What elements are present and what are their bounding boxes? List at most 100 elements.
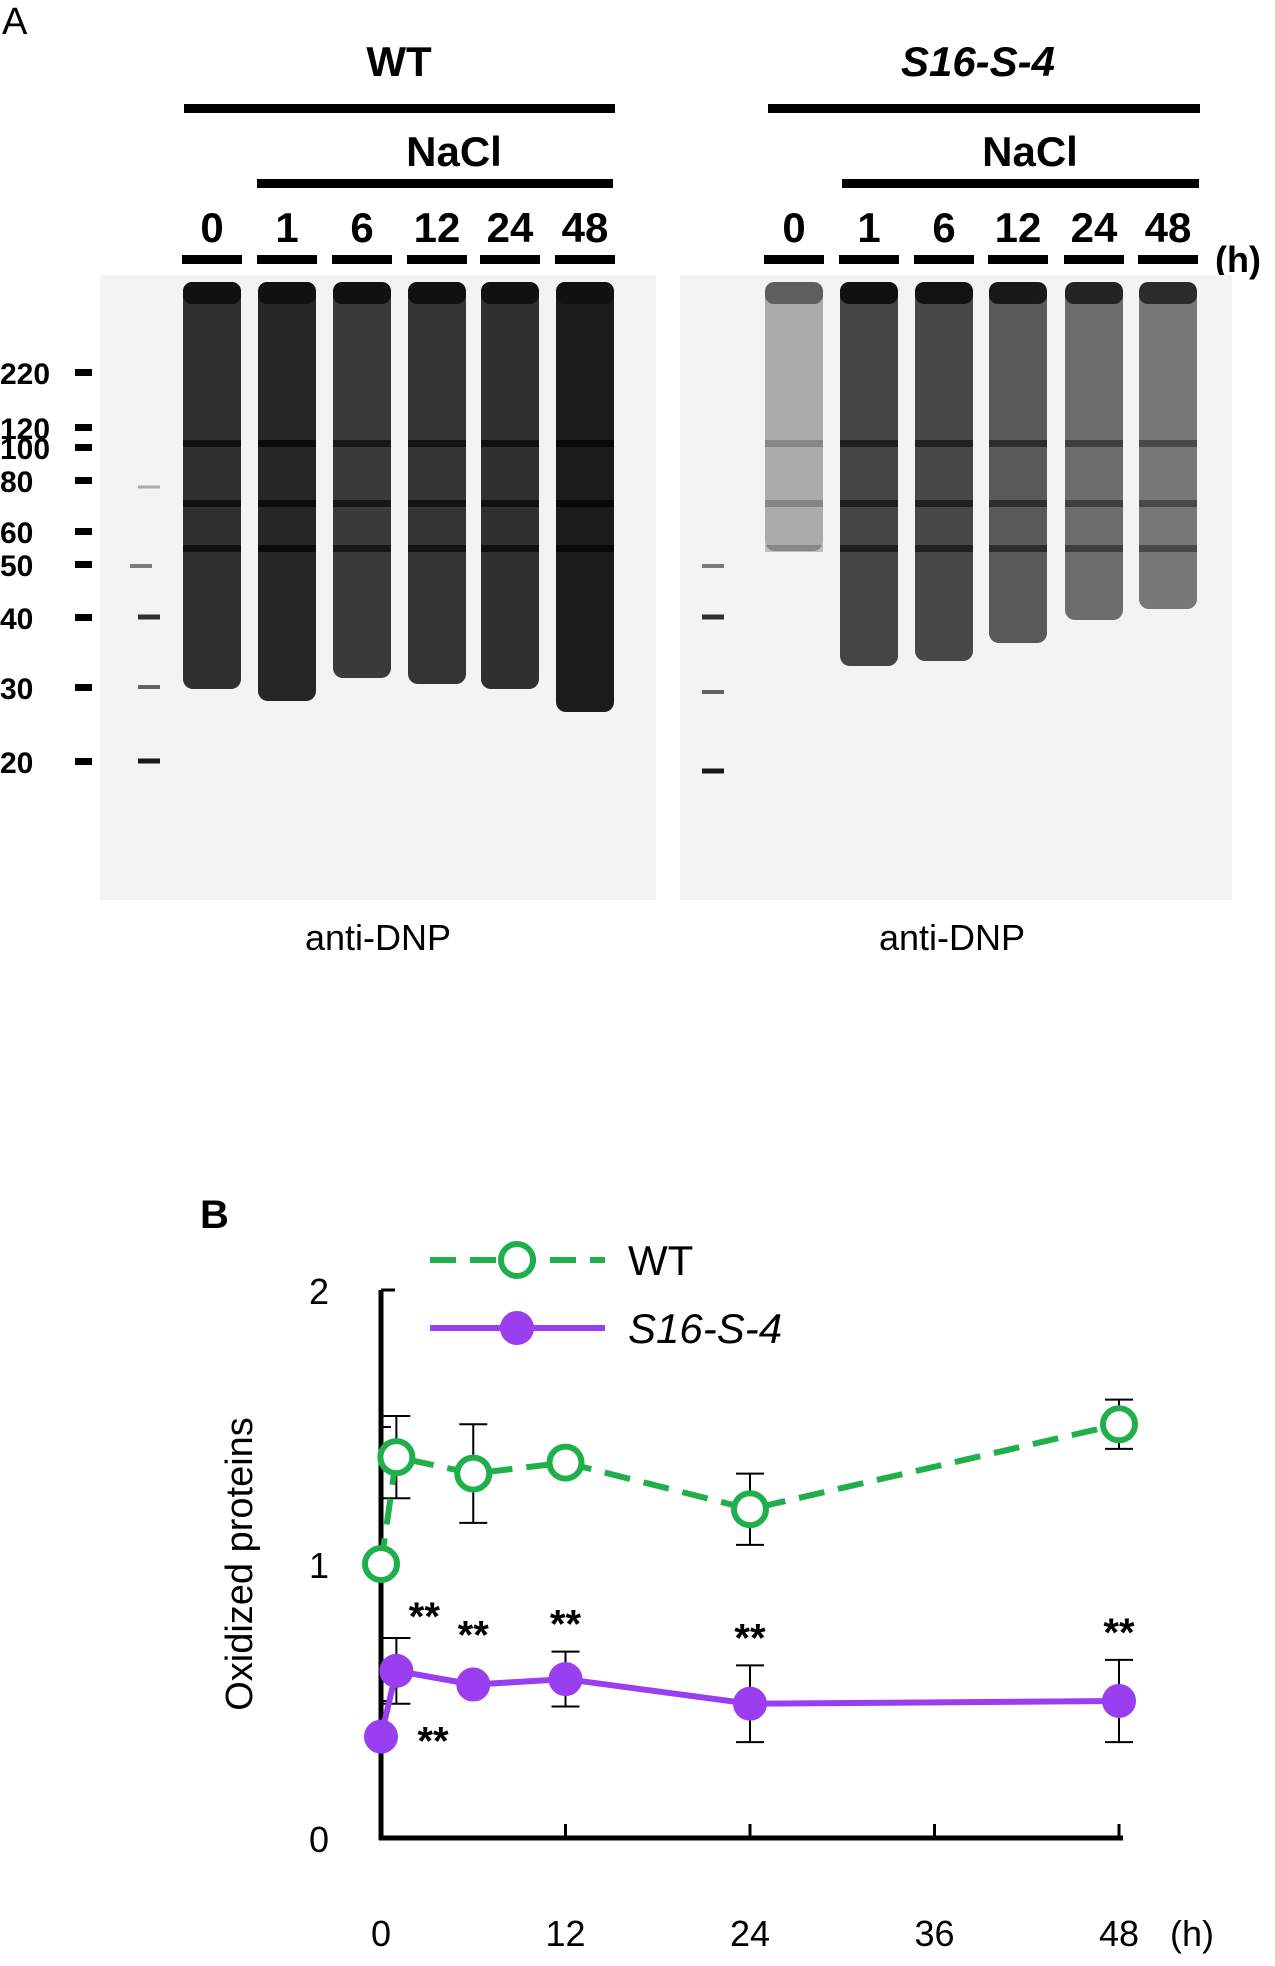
x-tick-label: 36 — [914, 1913, 954, 1954]
lane-band-wt — [333, 545, 391, 552]
lane-band-s16 — [1139, 440, 1197, 447]
marker-label: 100 — [0, 433, 50, 466]
data-point-s16 — [456, 1667, 491, 1702]
lane-band-s16 — [765, 545, 823, 552]
lane-band-s16 — [840, 440, 898, 447]
lane-label-s16: 6 — [932, 204, 955, 251]
lane-band-wt — [481, 545, 539, 552]
lane-smear-s16 — [1065, 282, 1123, 620]
lane-band-s16 — [1065, 440, 1123, 447]
lane-band-wt — [183, 545, 241, 552]
lane-label-s16: 0 — [782, 204, 805, 251]
lane-bar-wt — [407, 255, 467, 264]
data-point-s16 — [379, 1653, 414, 1688]
x-tick-label: 48 — [1099, 1913, 1139, 1954]
lane-band-wt — [258, 545, 316, 552]
marker-label: 120 — [0, 413, 50, 446]
y-tick-label: 1 — [309, 1545, 329, 1586]
lane-smear-s16 — [915, 282, 973, 661]
significance-mark: ** — [550, 1603, 582, 1647]
data-point-wt — [1100, 1405, 1138, 1444]
treatment-label-s16: NaCl — [982, 128, 1078, 175]
genotype-label-wt: WT — [366, 38, 432, 85]
lane-band-s16 — [1139, 545, 1197, 552]
ladder-band-wt — [138, 685, 160, 689]
significance-mark: ** — [417, 1720, 449, 1764]
lane-band-wt — [183, 440, 241, 447]
marker-tick — [75, 424, 92, 431]
lane-label-s16: 24 — [1071, 204, 1118, 251]
data-point-wt — [454, 1454, 493, 1493]
lane-smear-s16 — [989, 282, 1047, 643]
lane-well-s16 — [840, 282, 898, 304]
data-point-wt — [362, 1545, 400, 1583]
lane-band-wt — [333, 500, 391, 507]
lane-well-s16 — [915, 282, 973, 304]
lane-smear-s16 — [1139, 282, 1197, 609]
panel-a-label: A — [2, 1, 28, 43]
genotype-bar-s16 — [768, 104, 1200, 113]
ladder-band-wt — [138, 758, 160, 764]
lane-label-s16: 1 — [857, 204, 880, 251]
genotype-bar-wt — [184, 104, 615, 113]
marker-tick — [75, 369, 92, 376]
lane-band-s16 — [840, 545, 898, 552]
significance-mark: ** — [458, 1614, 490, 1658]
y-tick-label: 0 — [309, 1819, 329, 1860]
significance-mark: ** — [409, 1595, 441, 1639]
ladder-band-wt — [138, 485, 160, 489]
y-tick-label: 2 — [309, 1271, 329, 1312]
lane-bar-wt — [480, 255, 540, 264]
lane-band-s16 — [915, 500, 973, 507]
lane-band-wt — [481, 500, 539, 507]
x-tick-label: 0 — [371, 1913, 391, 1954]
lane-bar-s16 — [1064, 255, 1124, 264]
lane-band-wt — [556, 440, 614, 447]
lane-band-s16 — [1065, 500, 1123, 507]
data-point-wt — [731, 1490, 769, 1529]
legend-label-wt: WT — [628, 1237, 693, 1284]
marker-label: 30 — [0, 673, 33, 706]
lane-band-wt — [333, 440, 391, 447]
marker-tick — [75, 614, 92, 621]
significance-mark: ** — [734, 1616, 766, 1660]
lane-bar-s16 — [914, 255, 974, 264]
marker-label: 40 — [0, 603, 33, 636]
lane-bar-wt — [332, 255, 392, 264]
lane-smear-wt — [333, 282, 391, 678]
hours-unit-a: (h) — [1215, 239, 1261, 280]
lane-smear-wt — [258, 282, 316, 701]
lane-smear-s16 — [840, 282, 898, 666]
marker-tick — [75, 444, 92, 451]
ladder-band-s16 — [702, 690, 724, 694]
antibody-label-s16: anti-DNP — [879, 917, 1025, 958]
marker-label: 60 — [0, 517, 33, 550]
lane-bar-s16 — [839, 255, 899, 264]
lane-band-s16 — [989, 500, 1047, 507]
lane-band-s16 — [765, 440, 823, 447]
lane-band-wt — [258, 500, 316, 507]
lane-well-s16 — [765, 282, 823, 304]
lane-band-wt — [408, 440, 466, 447]
ladder-band-s16 — [702, 614, 724, 620]
lane-label-wt: 1 — [275, 204, 298, 251]
y-axis-label: Oxidized proteins — [219, 1417, 261, 1711]
data-point-s16 — [364, 1719, 398, 1754]
lane-band-wt — [481, 440, 539, 447]
lane-well-wt — [481, 282, 539, 304]
lane-label-wt: 12 — [414, 204, 461, 251]
antibody-label-wt: anti-DNP — [305, 917, 451, 958]
ladder-band-s16 — [702, 564, 724, 568]
lane-band-s16 — [915, 545, 973, 552]
lane-band-s16 — [989, 440, 1047, 447]
lane-well-wt — [556, 282, 614, 304]
lane-smears-wt — [183, 282, 614, 712]
blot-panel-wt: WT NaCl 0 1 6 12 24 48 anti-DNP — [100, 38, 656, 958]
lane-bar-wt — [182, 255, 242, 264]
lane-smear-s16 — [765, 282, 823, 551]
marker-label: 220 — [0, 358, 50, 391]
legend-marker-wt — [498, 1241, 536, 1279]
lane-label-wt: 0 — [200, 204, 223, 251]
